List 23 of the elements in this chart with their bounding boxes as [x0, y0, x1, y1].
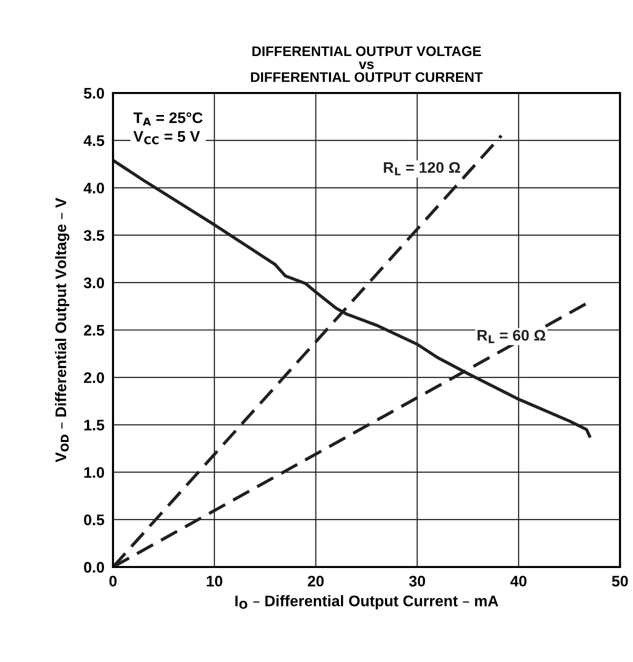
- series-label: R$_{L}$ = 120 Ω: [384, 162, 460, 176]
- y-tick-label: 1.0: [84, 467, 104, 478]
- y-tick-label: 2.0: [84, 372, 104, 384]
- y-axis-title: V$_{OD}$ – Differential Output Voltage – V: [55, 198, 70, 462]
- y-tick-label: 1.5: [84, 420, 104, 430]
- x-tick-label: 50: [612, 576, 628, 587]
- chart-title: DIFFERENTIAL OUTPUT VOLTAGE vs DIFFERENTIAL OUTPUT CURRENT: [251, 46, 483, 82]
- x-tick-label: 10: [206, 576, 222, 587]
- y-tick-label: 5.0: [84, 88, 104, 99]
- series-label: R$_{L}$ = 60 Ω: [478, 330, 546, 344]
- y-tick-label: 0.5: [84, 514, 104, 526]
- annotation: T$_{A}$ = 25°C V$_{CC}$ = 5 V: [133, 112, 203, 144]
- y-tick-label: 3.0: [84, 277, 104, 288]
- x-axis-title: I$_{O}$ – Differential Output Current – mA: [235, 595, 498, 610]
- x-tick-label: 0: [109, 576, 117, 587]
- y-tick-label: 3.5: [84, 230, 104, 241]
- y-tick-label: 0.0: [84, 562, 104, 573]
- x-tick-label: 30: [409, 576, 426, 587]
- x-tick-label: 20: [308, 576, 324, 587]
- y-tick-label: 4.5: [84, 135, 104, 146]
- y-tick-label: 2.5: [84, 324, 104, 336]
- y-tick-label: 4.0: [84, 182, 104, 194]
- x-tick-label: 40: [510, 576, 526, 587]
